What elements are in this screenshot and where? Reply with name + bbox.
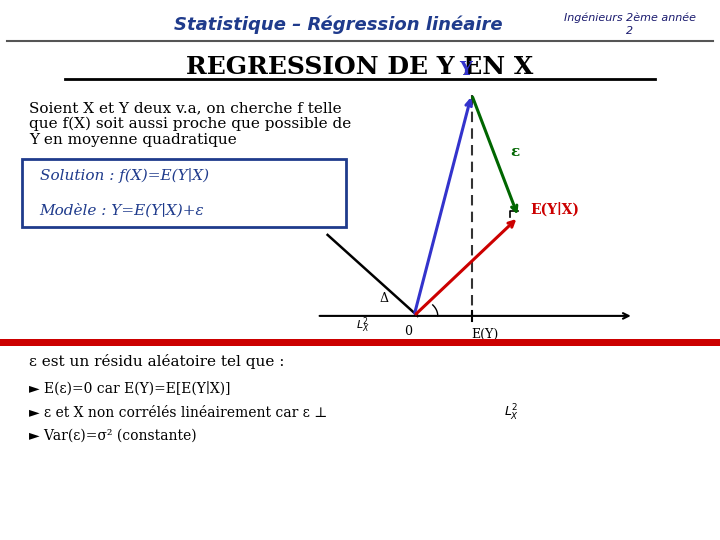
Text: E(Y): E(Y) [471, 328, 498, 341]
Text: 2: 2 [626, 26, 634, 36]
Text: REGRESSION DE Y EN X: REGRESSION DE Y EN X [186, 56, 534, 79]
Text: 0: 0 [404, 325, 413, 338]
Text: Modèle : Y=E(Y∣X)+ε: Modèle : Y=E(Y∣X)+ε [40, 204, 204, 218]
Text: Y en moyenne quadratique: Y en moyenne quadratique [29, 133, 237, 147]
Text: Soient X et Y deux v.a, on cherche f telle: Soient X et Y deux v.a, on cherche f tel… [29, 101, 341, 115]
Text: $L^2_X$: $L^2_X$ [356, 315, 369, 335]
Text: Statistique – Régression linéaire: Statistique – Régression linéaire [174, 15, 503, 33]
Text: ► Var(ε)=σ² (constante): ► Var(ε)=σ² (constante) [29, 429, 197, 443]
Text: ε est un résidu aléatoire tel que :: ε est un résidu aléatoire tel que : [29, 354, 284, 369]
Text: Ingénieurs 2ème année: Ingénieurs 2ème année [564, 12, 696, 23]
Text: E(Y∣X): E(Y∣X) [530, 204, 579, 218]
Text: que f(X) soit aussi proche que possible de: que f(X) soit aussi proche que possible … [29, 117, 351, 131]
Text: ► E(ε)=0 car E(Y)=E[E(Y∣X)]: ► E(ε)=0 car E(Y)=E[E(Y∣X)] [29, 383, 230, 397]
Text: EISTI: EISTI [30, 17, 64, 30]
Text: ► ε et X non corrélés linéairement car ε ⊥: ► ε et X non corrélés linéairement car ε… [29, 406, 331, 420]
Text: Δ: Δ [380, 292, 389, 305]
Bar [22, 159, 346, 227]
Text: ε: ε [510, 145, 519, 159]
Text: $L^2_X$: $L^2_X$ [504, 403, 519, 423]
Text: Y: Y [459, 62, 472, 79]
Bar [0, 339, 720, 346]
Text: Solution : f(X)=E(Y∣X): Solution : f(X)=E(Y∣X) [40, 168, 209, 183]
